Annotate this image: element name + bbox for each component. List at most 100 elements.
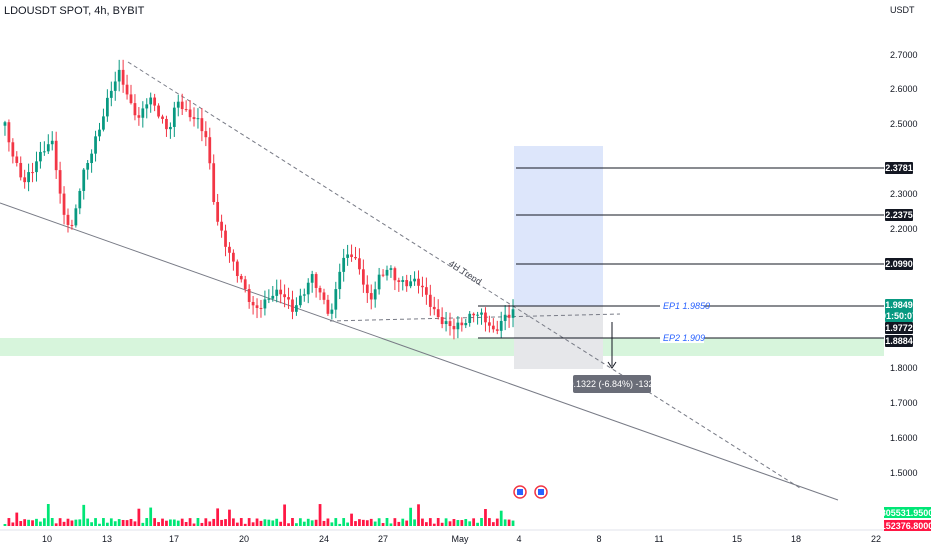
candle-body[interactable]: [503, 314, 507, 321]
candle-body[interactable]: [279, 289, 283, 295]
candle-body[interactable]: [369, 293, 373, 300]
candle-body[interactable]: [50, 140, 54, 145]
candle-body[interactable]: [74, 208, 78, 226]
candle-body[interactable]: [448, 321, 452, 327]
candle-body[interactable]: [180, 101, 184, 110]
candle-body[interactable]: [428, 294, 432, 307]
candle-body[interactable]: [495, 329, 499, 331]
candle-body[interactable]: [488, 322, 491, 326]
candle-body[interactable]: [440, 317, 444, 325]
candle-body[interactable]: [129, 94, 133, 104]
candle-body[interactable]: [393, 268, 397, 281]
candle-body[interactable]: [275, 289, 279, 296]
candle-body[interactable]: [271, 295, 275, 299]
candle-body[interactable]: [19, 162, 23, 178]
candle-body[interactable]: [397, 280, 401, 282]
candle-body[interactable]: [310, 274, 314, 283]
candle-body[interactable]: [452, 326, 456, 330]
candle-body[interactable]: [472, 313, 476, 316]
candle-body[interactable]: [480, 312, 483, 315]
candle-body[interactable]: [27, 172, 30, 183]
candle-body[interactable]: [381, 274, 385, 276]
candle-body[interactable]: [224, 230, 227, 247]
candle-body[interactable]: [361, 269, 365, 285]
candle-body[interactable]: [259, 307, 263, 309]
candle-body[interactable]: [322, 292, 326, 300]
candle-body[interactable]: [255, 305, 259, 308]
candle-body[interactable]: [334, 289, 338, 310]
candle-body[interactable]: [133, 103, 137, 116]
candle-body[interactable]: [511, 309, 515, 318]
candle-body[interactable]: [3, 122, 7, 126]
candle-body[interactable]: [137, 115, 141, 118]
candle-body[interactable]: [405, 280, 409, 287]
candle-body[interactable]: [417, 278, 420, 286]
candle-body[interactable]: [314, 274, 318, 288]
candle-body[interactable]: [354, 257, 357, 259]
candle-body[interactable]: [113, 81, 117, 91]
candle-body[interactable]: [35, 161, 38, 173]
candle-body[interactable]: [401, 280, 405, 282]
candle-body[interactable]: [373, 289, 377, 300]
candle-body[interactable]: [157, 105, 160, 117]
candle-body[interactable]: [31, 172, 34, 174]
candle-body[interactable]: [102, 116, 105, 130]
candle-body[interactable]: [432, 306, 436, 310]
candle-body[interactable]: [117, 69, 121, 82]
candle-body[interactable]: [220, 221, 223, 231]
candle-body[interactable]: [507, 314, 511, 318]
candle-body[interactable]: [346, 254, 349, 258]
candle-body[interactable]: [425, 287, 428, 295]
candle-body[interactable]: [251, 301, 255, 306]
candle-body[interactable]: [338, 271, 342, 290]
candle-body[interactable]: [330, 309, 334, 314]
candle-body[interactable]: [232, 252, 235, 262]
candle-body[interactable]: [499, 320, 503, 331]
candle-body[interactable]: [62, 193, 66, 215]
candle-body[interactable]: [90, 153, 93, 164]
candle-body[interactable]: [409, 281, 413, 287]
candle-body[interactable]: [302, 294, 306, 296]
candle-body[interactable]: [105, 97, 109, 117]
candle-body[interactable]: [109, 90, 113, 98]
candle-body[interactable]: [491, 325, 495, 330]
candle-body[interactable]: [413, 278, 416, 282]
candle-body[interactable]: [298, 295, 302, 306]
candle-body[interactable]: [70, 224, 74, 226]
candle-body[interactable]: [358, 258, 361, 270]
support-trendline[interactable]: [0, 202, 839, 501]
candle-body[interactable]: [184, 109, 188, 111]
candle-body[interactable]: [243, 279, 247, 290]
candle-body[interactable]: [389, 268, 393, 270]
candle-body[interactable]: [153, 97, 157, 106]
candle-body[interactable]: [326, 299, 330, 314]
candle-body[interactable]: [121, 69, 125, 85]
candle-body[interactable]: [23, 177, 27, 183]
candle-body[interactable]: [46, 144, 50, 152]
candle-body[interactable]: [58, 170, 62, 194]
candle-body[interactable]: [7, 122, 11, 143]
candle-body[interactable]: [247, 289, 251, 302]
candle-body[interactable]: [291, 299, 294, 312]
candle-body[interactable]: [267, 298, 271, 300]
candle-body[interactable]: [306, 282, 310, 295]
candle-body[interactable]: [460, 322, 464, 326]
candle-body[interactable]: [11, 142, 15, 157]
candle-body[interactable]: [145, 104, 149, 109]
candle-body[interactable]: [456, 322, 460, 330]
candle-body[interactable]: [54, 140, 58, 171]
candle-body[interactable]: [468, 313, 472, 323]
candle-body[interactable]: [365, 284, 369, 294]
candle-body[interactable]: [204, 131, 208, 138]
candle-body[interactable]: [66, 214, 70, 225]
candle-body[interactable]: [208, 137, 212, 164]
candle-body[interactable]: [377, 274, 381, 290]
candle-body[interactable]: [239, 276, 243, 280]
candle-body[interactable]: [98, 129, 101, 137]
candle-body[interactable]: [15, 156, 19, 163]
candle-body[interactable]: [176, 101, 180, 108]
candle-body[interactable]: [39, 151, 42, 162]
candle-body[interactable]: [436, 309, 440, 318]
candle-body[interactable]: [476, 314, 479, 316]
